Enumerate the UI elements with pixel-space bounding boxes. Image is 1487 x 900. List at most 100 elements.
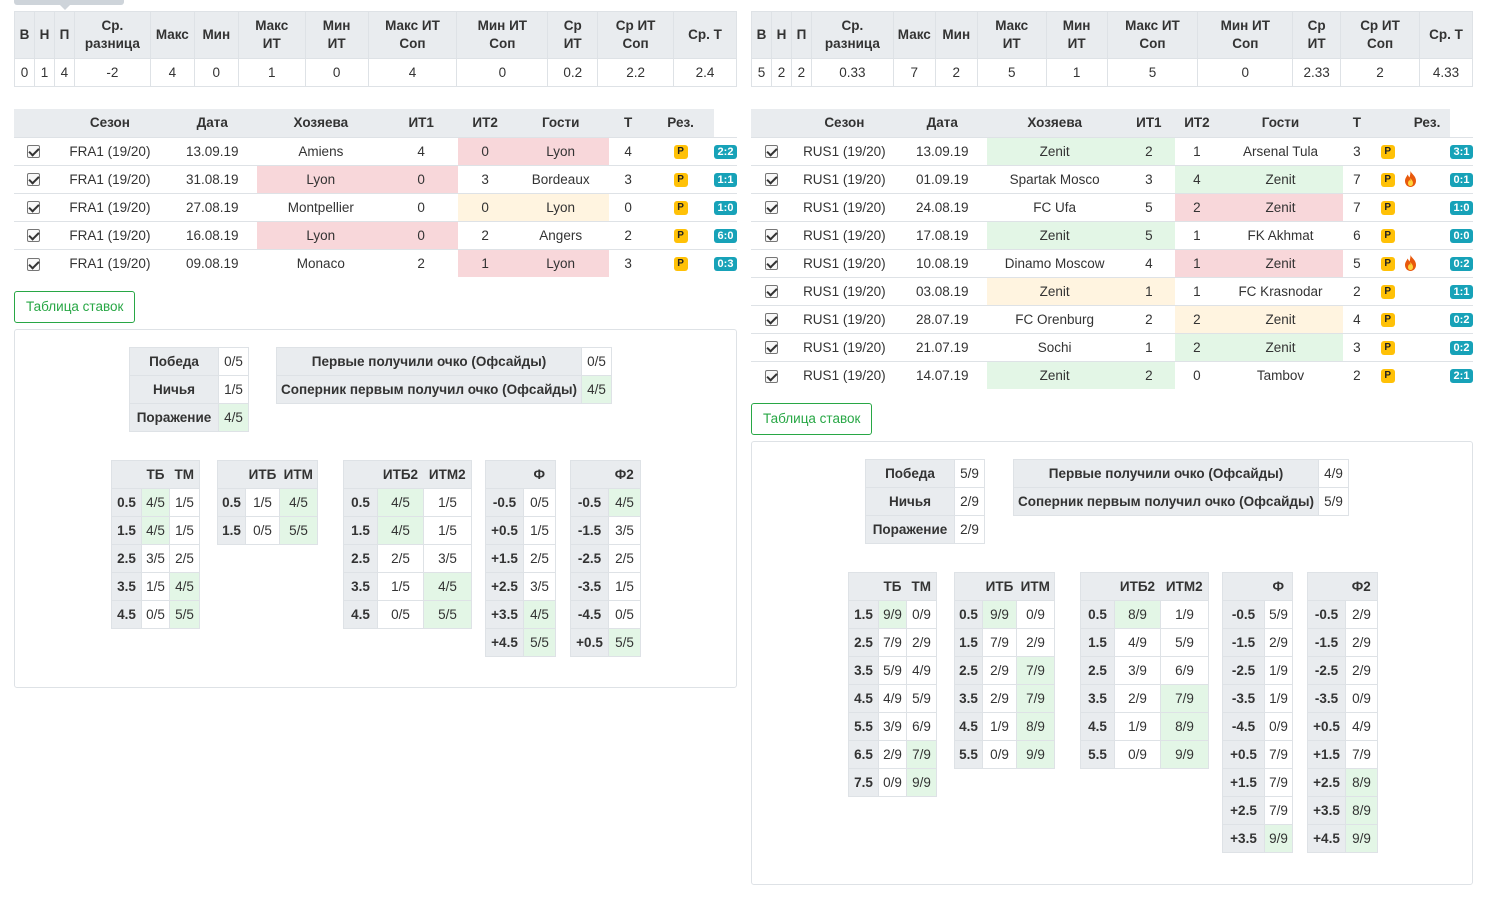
matches-table: Сезон Дата Хозяева ИТ1 ИТ2 Гости Т Рез. FRA1 (1… [14,109,737,277]
checkbox-checked[interactable] [26,145,40,159]
row-checkbox-cell[interactable] [751,136,792,165]
checkbox-checked[interactable] [764,201,778,215]
row-checkbox-cell[interactable] [751,248,792,277]
line-table-row: 0.5 9/9 0/9 [954,600,1055,629]
line-count: 4/9 [878,684,907,713]
row-checkbox-cell[interactable] [14,248,53,277]
line-table-row: -1.5 2/9 [1307,628,1378,657]
line-count: 1/5 [377,572,424,601]
line-value: 2.5 [343,544,378,573]
summary-value: 1/5 [218,375,249,404]
line-table-header-cell: ИТБ2 [377,460,424,489]
away-goals-cell: 0 [458,192,513,221]
line-table-f2: Ф2 -0.5 2/9 -1.5 2/9 -2.5 2/9 -3.5 0/9 +0.5 4/9 +1.… [1307,572,1378,853]
line-value: 0.5 [343,488,378,517]
line-table-row: 4.5 1/9 8/9 [954,712,1055,741]
line-table-row: -4.5 0/5 [570,600,641,629]
checkbox-checked[interactable] [764,257,778,271]
checkbox-checked[interactable] [26,173,40,187]
result-cell: 0:2 [1450,248,1473,277]
checkbox-checked[interactable] [764,313,778,327]
line-value: -4.5 [570,600,609,629]
row-checkbox-cell[interactable] [14,164,53,193]
stats-value-cell: 2 [770,58,792,87]
p-badge: P [1380,340,1395,355]
score-badge: 0:3 [714,257,737,272]
line-table-header-cell [111,460,142,489]
score-badge: 1:0 [714,201,737,215]
stats-value-cell: 0 [456,58,548,87]
row-checkbox-cell[interactable] [751,164,792,193]
line-count: 9/9 [906,768,937,797]
row-checkbox-cell[interactable] [751,360,792,389]
line-count: 0/9 [906,600,937,629]
line-count: 4/5 [141,488,170,517]
checkbox-checked[interactable] [764,145,778,159]
checkbox-checked[interactable] [26,201,40,215]
summary-value: 2/9 [954,515,985,544]
checkbox-checked[interactable] [764,285,778,299]
summary-label: Соперник первым получил очко (Офсайды) [1013,487,1319,516]
table-row: FRA1 (19/20) 13.09.19 Amiens 4 0 Lyon 4 P 2:2 [14,136,737,165]
line-count: 4/5 [141,516,170,545]
p-badge: P [673,256,688,271]
row-checkbox-cell[interactable] [751,192,792,221]
line-value: 1.5 [848,600,879,629]
row-checkbox-cell[interactable] [14,192,53,221]
away-team-cell: Lyon [512,248,610,277]
line-count: 0/9 [1114,740,1161,769]
matches-header-cell: Хозяева [987,109,1123,137]
matches-header-cell: Гости [512,109,610,137]
line-value: 6.5 [848,740,879,769]
checkbox-checked[interactable] [764,173,778,187]
bets-table-button[interactable]: Таблица ставок [751,403,873,435]
line-table-header-cell: ИТБ [982,572,1017,601]
stats-value-cell: 5 [751,58,772,87]
checkbox-checked[interactable] [764,229,778,243]
table-row: RUS1 (19/20) 17.08.19 Zenit 5 1 FK Akhmat 6 P 0:… [751,220,1473,249]
away-team-cell: Lyon [512,136,610,165]
checkbox-checked[interactable] [764,341,778,355]
result-cell: 0:1 [1450,164,1473,193]
row-checkbox-cell[interactable] [14,136,53,165]
row-checkbox-cell[interactable] [751,276,792,305]
row-checkbox-cell[interactable] [751,304,792,333]
total-cell: 3 [1342,136,1372,165]
stats-header-cell: Ср ИТ Соп [597,11,674,59]
table-row: RUS1 (19/20) 14.07.19 Zenit 2 0 Tambov 2 P 2:1 [751,360,1473,389]
stats-value-cell: 4 [149,58,195,87]
bets-table-button[interactable]: Таблица ставок [14,291,136,323]
result-cell: 1:0 [1450,192,1473,221]
line-value: +1.5 [1222,768,1265,797]
line-count: 4/5 [423,572,472,601]
line-table-header-cell: Ф2 [608,460,641,489]
summary-row: Победа 5/9 [865,459,985,488]
line-count: 4/9 [906,656,937,685]
line-count: 1/9 [1114,712,1161,741]
line-value: -2.5 [570,544,609,573]
line-value: -0.5 [1307,600,1346,629]
row-checkbox-cell[interactable] [751,220,792,249]
line-value: +2.5 [1307,768,1346,797]
stats-value-cell: 1 [1045,58,1108,87]
summary-label: Первые получили очко (Офсайды) [1013,459,1319,488]
line-count: 5/5 [169,600,200,629]
total-cell: 7 [1342,164,1372,193]
line-table-header-cell: ИТМ2 [1160,572,1209,601]
line-value: 0.5 [217,488,246,517]
line-table-header-cell: Ф [523,460,556,489]
stats-header-cell: П [790,11,812,59]
row-checkbox-cell[interactable] [14,220,53,249]
p-badge-cell: P [1371,248,1405,277]
season-cell: FRA1 (19/20) [52,136,168,165]
result-cell: 0:0 [1450,220,1473,249]
line-count: 4/5 [279,488,318,517]
checkbox-checked[interactable] [26,257,40,271]
row-checkbox-cell[interactable] [751,332,792,361]
checkbox-checked[interactable] [764,369,778,383]
line-value: 0.5 [1080,600,1115,629]
line-value: 4.5 [343,600,378,629]
line-count: 0/5 [377,600,424,629]
line-value: +2.5 [485,572,524,601]
checkbox-checked[interactable] [26,229,40,243]
